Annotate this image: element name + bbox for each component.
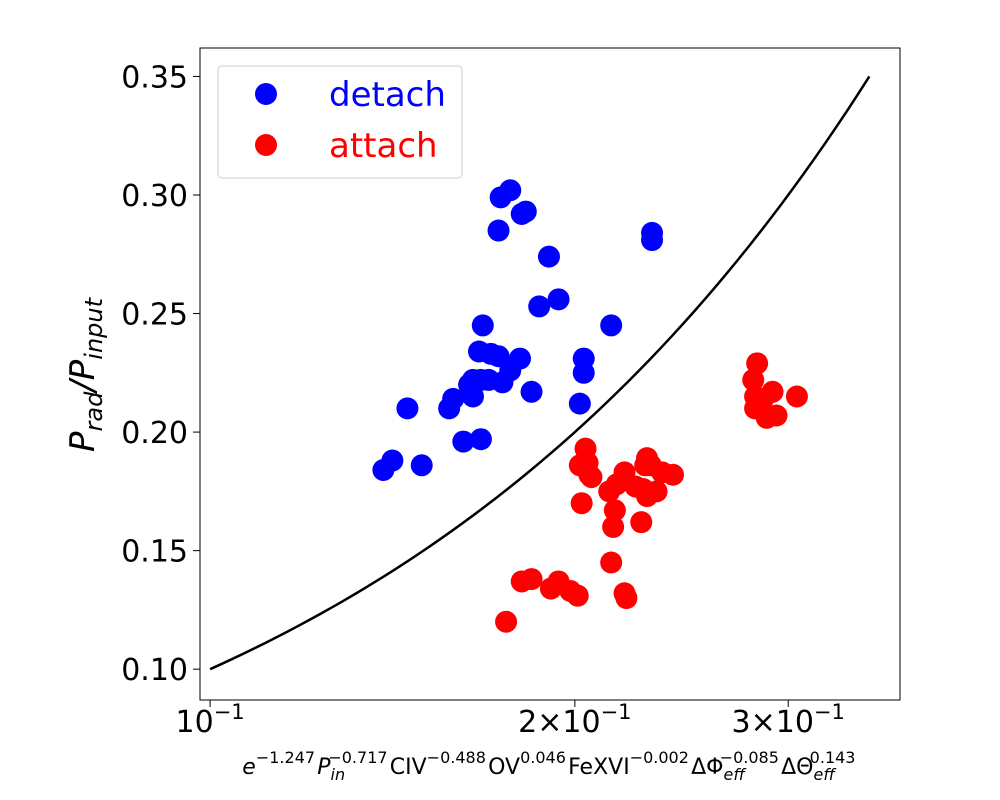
y-tick-label: 0.35 <box>121 60 188 95</box>
attach-point <box>520 568 543 591</box>
attach-point <box>742 368 765 391</box>
attach-point <box>603 499 626 522</box>
detach-point <box>381 449 404 472</box>
x-tick-label: 2×10−1 <box>518 700 631 740</box>
y-tick-label: 0.30 <box>121 179 188 214</box>
legend-box <box>217 65 463 179</box>
detach-point <box>508 347 531 370</box>
x-tick-label: 3×10−1 <box>732 700 845 740</box>
detach-point <box>568 392 591 415</box>
detach-point <box>528 295 551 318</box>
detach-point <box>600 314 623 337</box>
detach-point <box>461 385 484 408</box>
y-label-sub2: input <box>80 296 108 359</box>
x-axis: 10−1 2×10−1 3×10−1 <box>176 700 845 740</box>
attach-point <box>761 380 784 403</box>
legend-label-detach: detach <box>329 75 446 115</box>
y-label-slash: /P <box>63 359 103 394</box>
x-axis-label: e−1.247 Pin−0.717 CIV−0.488 OV0.046 FeXV… <box>242 748 857 784</box>
y-tick-label: 0.15 <box>121 535 188 570</box>
attach-point <box>495 610 518 633</box>
attach-point <box>661 463 684 486</box>
legend-label-attach: attach <box>329 126 438 166</box>
x-tick-label: 10−1 <box>176 700 245 740</box>
detach-point <box>471 314 494 337</box>
plot-frame <box>199 47 901 701</box>
attach-point <box>785 385 808 408</box>
attach-point <box>566 584 589 607</box>
detach-point <box>469 428 492 451</box>
detach-point <box>547 288 570 311</box>
y-tick-label: 0.20 <box>121 416 188 451</box>
detach-point <box>487 219 510 242</box>
y-label-sub1: rad <box>80 391 108 432</box>
y-tick-label: 0.10 <box>121 653 188 688</box>
attach-point <box>746 352 769 375</box>
attach-point <box>630 511 653 534</box>
attach-point <box>602 515 625 538</box>
detach-point <box>396 397 419 420</box>
detach-point <box>572 361 595 384</box>
detach-point <box>410 454 433 477</box>
detach-point <box>452 430 475 453</box>
detach-point <box>499 179 522 202</box>
attach-point <box>615 587 638 610</box>
attach-point <box>645 480 668 503</box>
y-tick-label: 0.25 <box>121 298 188 333</box>
y-label-main: P <box>63 431 103 452</box>
y-axis-label: Prad/Pinput <box>63 296 108 452</box>
legend-marker-detach <box>255 83 277 105</box>
detach-point <box>520 380 543 403</box>
attach-point <box>600 551 623 574</box>
attach-point <box>570 492 593 515</box>
detach-point <box>442 387 465 410</box>
legend-marker-attach <box>255 134 277 156</box>
detach-point <box>641 229 664 252</box>
chart-marks <box>209 75 871 671</box>
attach-point <box>580 466 603 489</box>
detach-point <box>514 200 537 223</box>
y-axis: 0.10 0.15 0.20 0.25 0.30 0.35 <box>121 60 200 688</box>
legend: detach attach <box>217 65 463 179</box>
attach-point <box>765 404 788 427</box>
fit-line <box>209 75 871 671</box>
detach-point <box>537 245 560 268</box>
